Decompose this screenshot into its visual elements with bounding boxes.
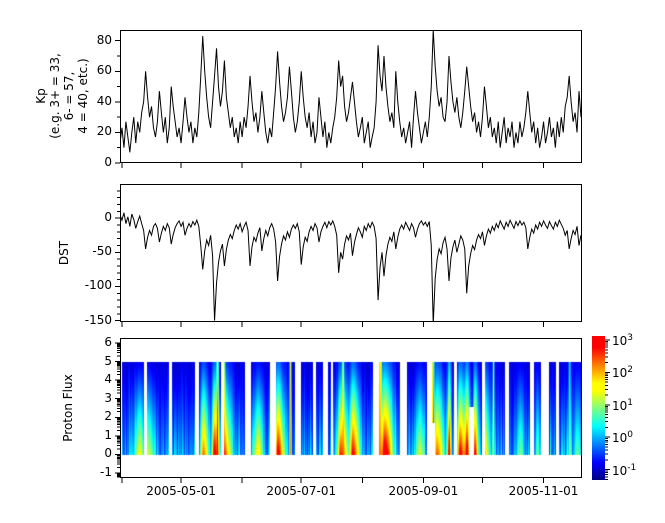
x-axis-date-label: 2005-05-01 bbox=[146, 484, 216, 498]
dst-y-tick-label: -50 bbox=[92, 244, 112, 259]
dst-series-line bbox=[121, 212, 581, 321]
x-axis-date-label: 2005-11-01 bbox=[508, 484, 579, 498]
proton-flux-panel-frame bbox=[120, 338, 582, 478]
flux-y-tick-label: 4 bbox=[104, 372, 112, 387]
kp-y-tick-label: 20 bbox=[96, 124, 112, 139]
flux-y-tick-label: 6 bbox=[104, 335, 112, 349]
flux-y-tick-label: 3 bbox=[104, 390, 112, 405]
flux-y-tick-label: 5 bbox=[104, 353, 112, 368]
kp-y-tick-label: 60 bbox=[96, 63, 112, 78]
colorbar-tick-label: 10-1 bbox=[612, 462, 637, 478]
dst-y-tick-label: -150 bbox=[84, 312, 112, 327]
kp-series-line bbox=[121, 31, 581, 153]
kp-y-tick-label: 80 bbox=[96, 32, 112, 47]
flux-y-tick-label: 1 bbox=[104, 427, 112, 442]
kp-y-tick-label: 40 bbox=[96, 93, 112, 108]
x-axis-date-label: 2005-07-01 bbox=[266, 484, 337, 498]
colorbar-tick-label: 100 bbox=[612, 430, 634, 446]
dst-y-tick-label: -100 bbox=[84, 278, 112, 293]
proton-flux-heatmap bbox=[121, 339, 581, 477]
flux-y-tick-label: -1 bbox=[100, 464, 112, 479]
dst-panel-frame bbox=[120, 184, 582, 322]
flux-y-tick-label: 2 bbox=[104, 409, 112, 424]
dst-y-tick-label: 0 bbox=[104, 210, 112, 225]
kp-y-tick-label: 0 bbox=[104, 155, 112, 169]
flux-y-tick-label: 0 bbox=[104, 446, 112, 461]
colorbar-gradient bbox=[592, 336, 605, 480]
colorbar-tick-label: 103 bbox=[612, 333, 634, 348]
x-axis-date-label: 2005-09-01 bbox=[388, 484, 459, 498]
kp-panel-frame bbox=[120, 30, 582, 163]
colorbar-tick-label: 102 bbox=[612, 365, 634, 381]
colorbar-tick-label: 101 bbox=[612, 397, 634, 413]
